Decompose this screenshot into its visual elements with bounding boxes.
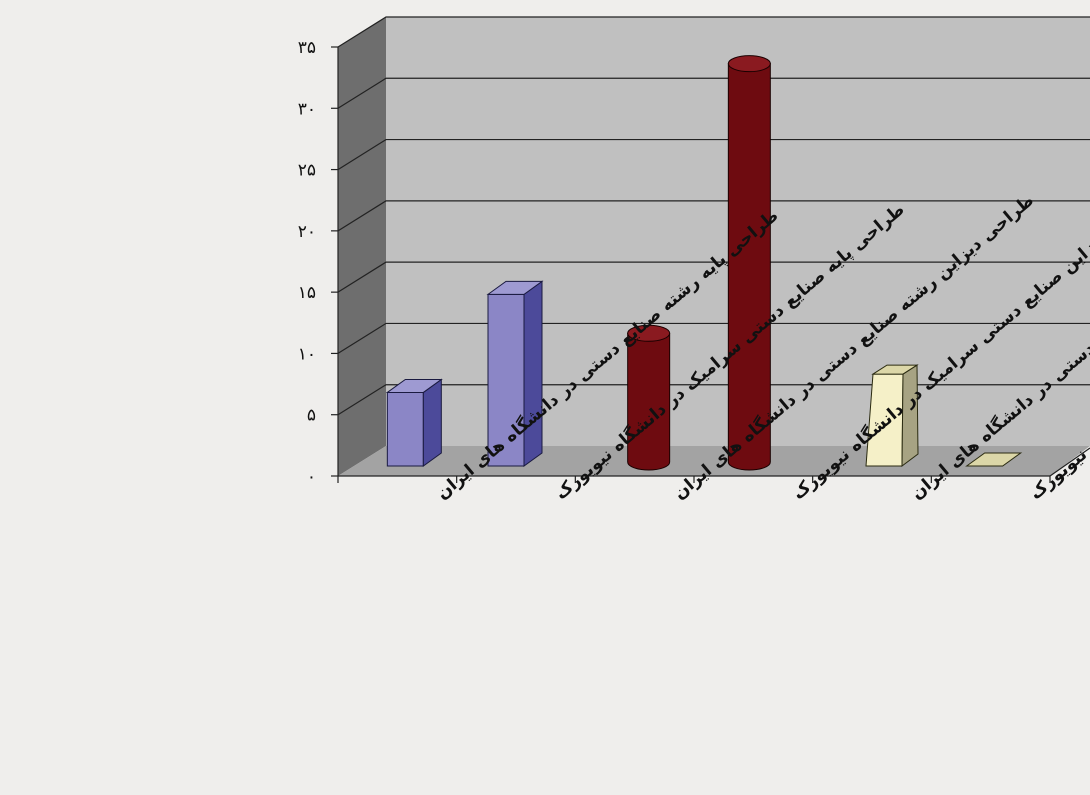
bars	[385, 55, 1023, 471]
y-tick-label: ۲۰	[298, 222, 316, 242]
bar-box-side	[422, 378, 442, 467]
bar-cylinder-top	[727, 55, 771, 73]
y-tick-label: ۰	[307, 467, 316, 487]
y-tick-label: ۱۵	[298, 283, 316, 303]
gridline	[337, 261, 1090, 293]
bar-cylinder-body	[627, 332, 671, 471]
gridline	[337, 16, 1090, 48]
gridline	[337, 384, 1090, 416]
bar-cylinder-body	[727, 63, 771, 471]
bar-cylinder-top	[627, 324, 671, 342]
floor-edge	[1049, 447, 1090, 477]
bar-box-top	[385, 378, 443, 393]
y-tick-label: ۲۵	[298, 161, 316, 181]
gridline	[337, 77, 1090, 109]
bar-pyramid-top	[871, 364, 919, 375]
bar-pyramid-flat	[965, 452, 1023, 467]
axes	[337, 47, 1090, 483]
bar-box-top	[486, 280, 544, 295]
y-tick-label: ۳۵	[298, 38, 316, 58]
gridline	[337, 322, 1090, 354]
bar-box-front	[386, 391, 424, 467]
gridline	[337, 138, 1090, 171]
side-wall	[338, 17, 386, 476]
y-tick-label: ۱۰	[298, 344, 316, 364]
gridline	[337, 200, 1090, 232]
bar-box-side	[523, 280, 543, 467]
y-axis-ticks: ۰ ۵ ۱۰ ۱۵ ۲۰ ۲۵ ۳۰ ۳۵	[298, 38, 338, 487]
y-tick-label: ۵	[307, 406, 316, 426]
y-tick-label: ۳۰	[298, 99, 316, 119]
gridlines	[337, 16, 1090, 416]
